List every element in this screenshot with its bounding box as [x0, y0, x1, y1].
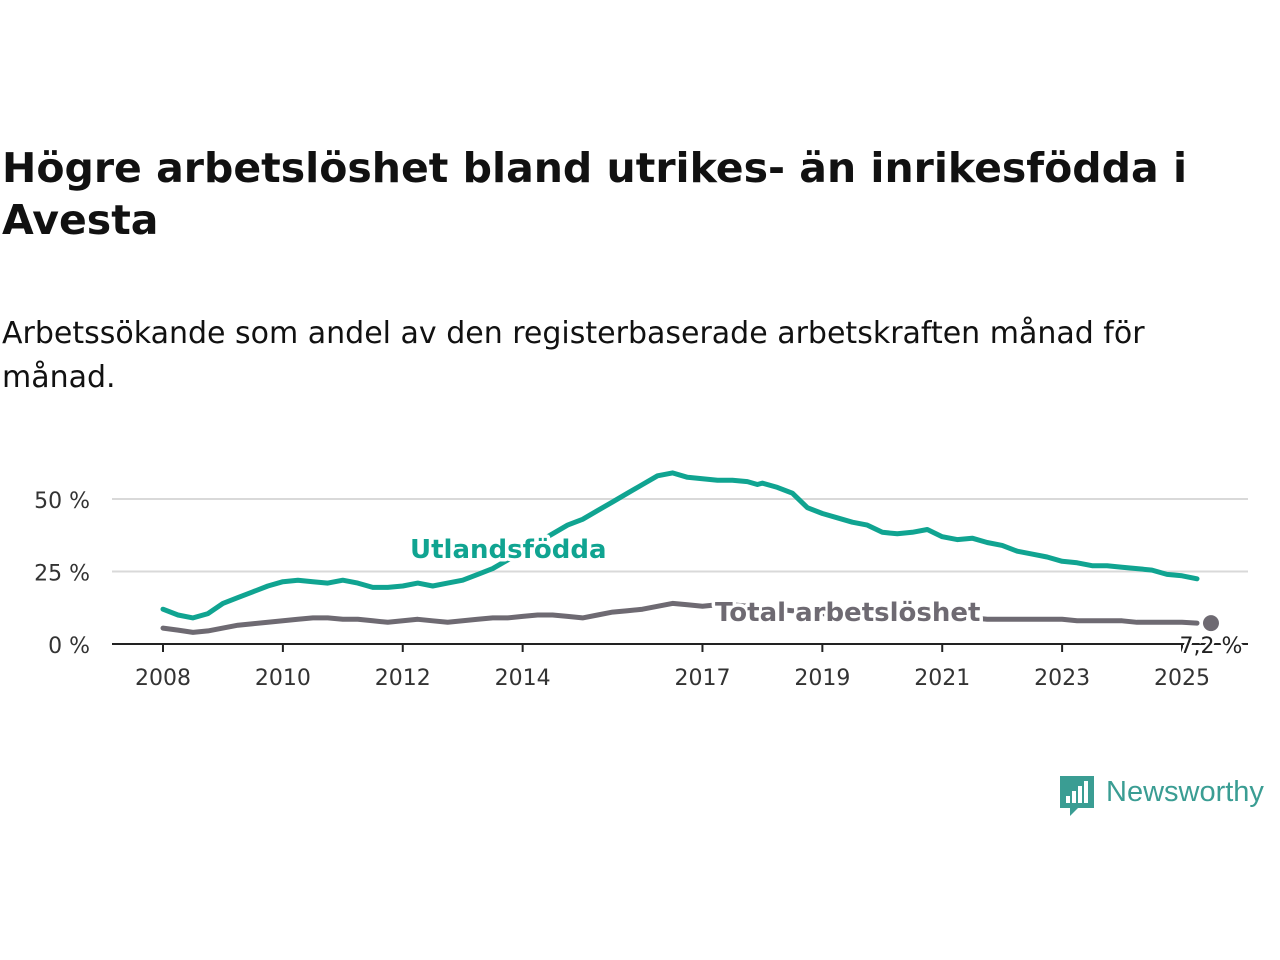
- x-tick-label: 2008: [135, 666, 191, 691]
- y-tick-label: 50 %: [34, 489, 90, 514]
- grid: [112, 498, 1248, 573]
- x-tick-label: 2012: [375, 666, 431, 691]
- chart-subtitle: Arbetssökande som andel av den registerb…: [2, 316, 1145, 395]
- x-tick-label: 2025: [1154, 666, 1210, 691]
- x-tick-label: 2017: [674, 666, 730, 691]
- newsworthy-chart-icon: [1060, 776, 1094, 816]
- series-labels: Utlandsfödda Total arbetslöshet 7,2 %: [407, 532, 1245, 662]
- series-label-total: Total arbetslöshet: [715, 598, 980, 628]
- x-axis: 2008 2010 2012 2014 2017 2019 2021 2023 2025: [112, 643, 1248, 691]
- line-chart: 0 % 25 % 50 % 2008 2010 2012 2014 2017 2019 2021…: [34, 470, 1248, 691]
- end-value-label: 7,2 %: [1180, 634, 1243, 659]
- y-tick-label: 25 %: [34, 562, 90, 587]
- end-point-marker: [1202, 615, 1219, 632]
- x-tick-label: 2023: [1034, 666, 1090, 691]
- series-label-utlandsfodda: Utlandsfödda: [410, 535, 607, 565]
- chart-title: Högre arbetslöshet bland utrikes- än inr…: [2, 144, 1187, 244]
- utlandsfodda-line: [160, 470, 1200, 621]
- y-tick-label: 0 %: [48, 634, 90, 659]
- brand-name: Newsworthy: [1106, 776, 1264, 808]
- total-line: [160, 600, 1200, 635]
- x-tick-label: 2010: [255, 666, 311, 691]
- newsworthy-logo: Newsworthy: [1058, 772, 1280, 820]
- series-lines: [160, 470, 1200, 635]
- x-tick-label: 2021: [914, 666, 970, 691]
- x-tick-label: 2019: [794, 666, 850, 691]
- x-tick-label: 2014: [495, 666, 551, 691]
- y-axis: 0 % 25 % 50 %: [34, 489, 90, 659]
